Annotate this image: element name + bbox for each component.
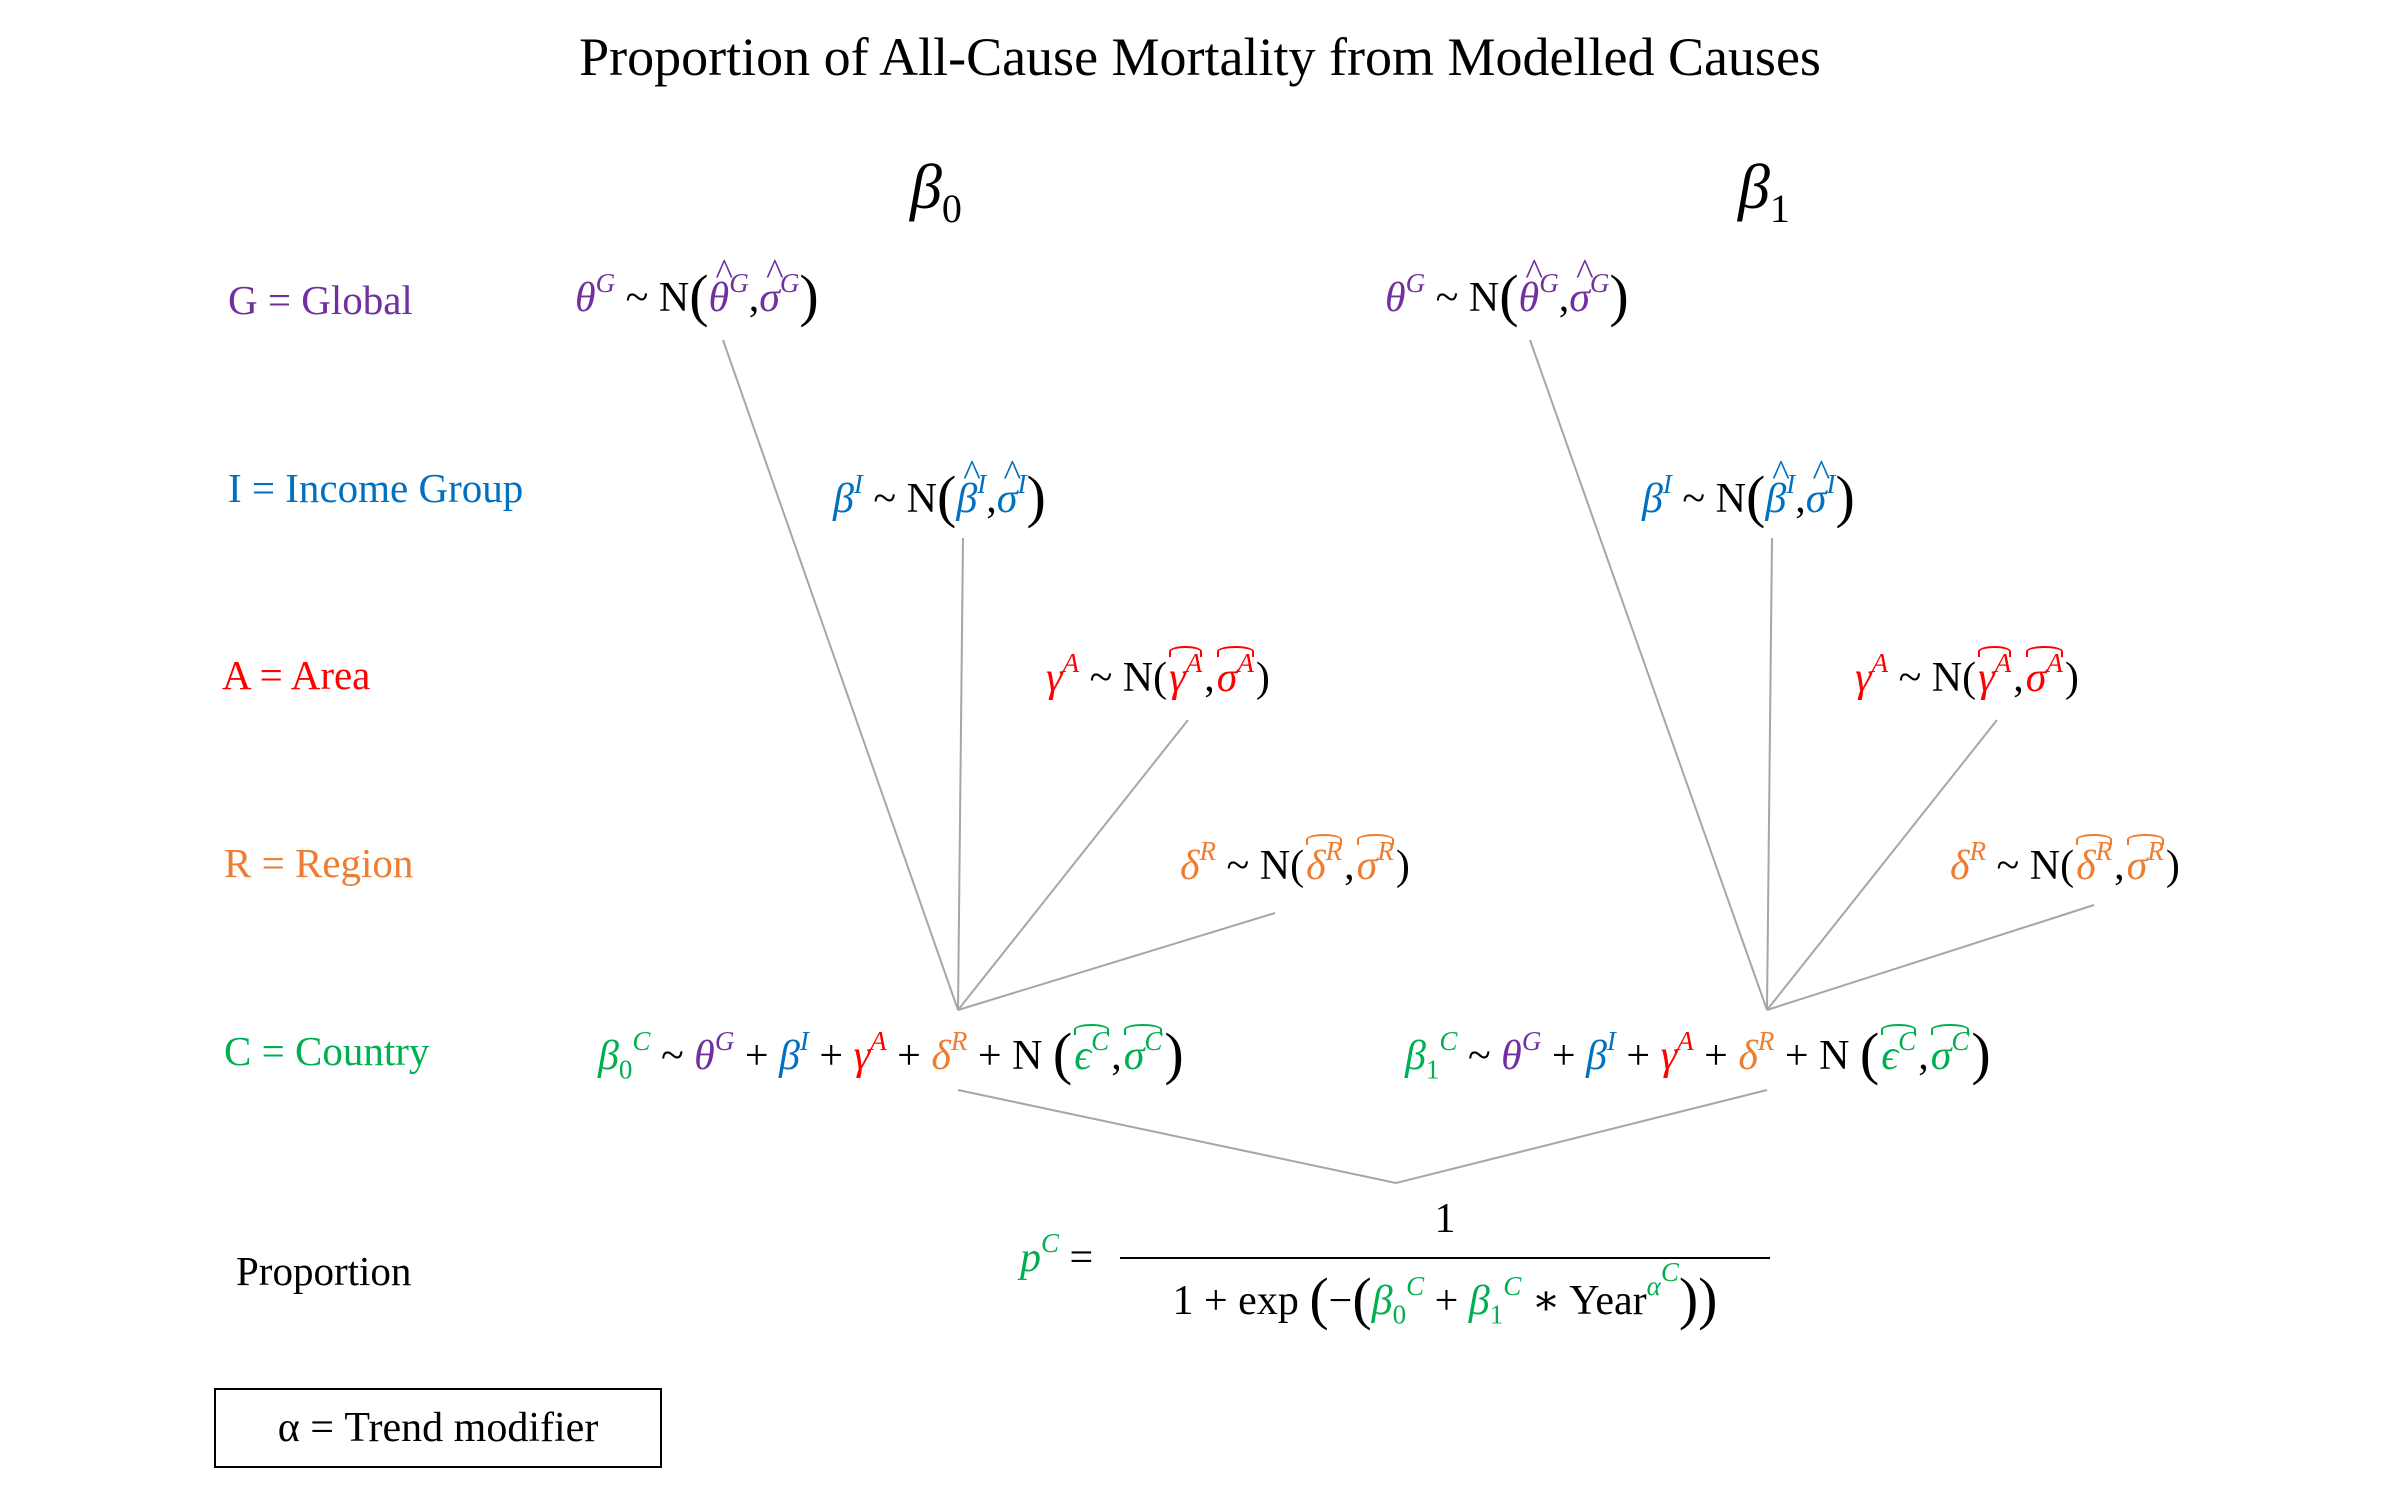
equation-country-beta1: β1C ~ θG + βI + γA + δR + N (ϵC,σC) (1405, 1021, 1991, 1086)
connector-area-beta0 (957, 719, 1189, 1011)
connector-country-beta0-proportion (957, 1089, 1397, 1184)
connector-income-beta0 (957, 537, 964, 1011)
connector-income-beta1 (1766, 537, 1773, 1011)
fraction-denominator: 1 + exp (−(β0C + β1C ∗ YearαC)) (1172, 1257, 1718, 1331)
connector-area-beta1 (1766, 719, 1998, 1011)
trend-modifier-label: α = Trend modifier (277, 1405, 599, 1451)
connector-global-beta0 (722, 339, 959, 1011)
proportion-fraction: 1 1 + exp (−(β0C + β1C ∗ YearαC)) (1120, 1195, 1770, 1332)
equation-region-beta0: δR ~ N(δR,σR) (1180, 834, 1410, 889)
level-label-proportion: Proportion (236, 1248, 412, 1294)
level-label-income-group: I = Income Group (228, 465, 524, 511)
level-label-country: C = Country (224, 1028, 430, 1074)
equation-income-beta1: βI ~ N(βI,σI) (1642, 452, 1855, 530)
level-label-region: R = Region (224, 840, 414, 886)
level-label-area: A = Area (222, 652, 371, 698)
equation-area-beta1: γA ~ N(γA,σA) (1855, 646, 2079, 701)
equation-area-beta0: γA ~ N(γA,σA) (1046, 646, 1270, 701)
proportion-lhs: pC = (1020, 1228, 1094, 1281)
trend-modifier-box: α = Trend modifier (214, 1388, 662, 1468)
level-label-global: G = Global (228, 277, 413, 323)
equation-region-beta1: δR ~ N(δR,σR) (1950, 834, 2180, 889)
fraction-numerator: 1 (1434, 1196, 1456, 1242)
connector-region-beta0 (957, 912, 1276, 1011)
diagram-title: Proportion of All-Cause Mortality from M… (579, 27, 1821, 87)
equation-income-beta0: βI ~ N(βI,σI) (833, 452, 1046, 530)
equation-global-beta0: θG ~ N(θG,σG) (575, 251, 819, 329)
column-heading-beta0: β0 (910, 151, 962, 231)
connector-country-beta1-proportion (1395, 1089, 1768, 1184)
equation-global-beta1: θG ~ N(θG,σG) (1385, 251, 1629, 329)
column-heading-beta1: β1 (1738, 151, 1790, 231)
connector-global-beta1 (1529, 339, 1768, 1011)
equation-country-beta0: β0C ~ θG + βI + γA + δR + N (ϵC,σC) (598, 1021, 1184, 1086)
fraction-bar (1120, 1257, 1770, 1259)
connector-region-beta1 (1766, 904, 2095, 1011)
